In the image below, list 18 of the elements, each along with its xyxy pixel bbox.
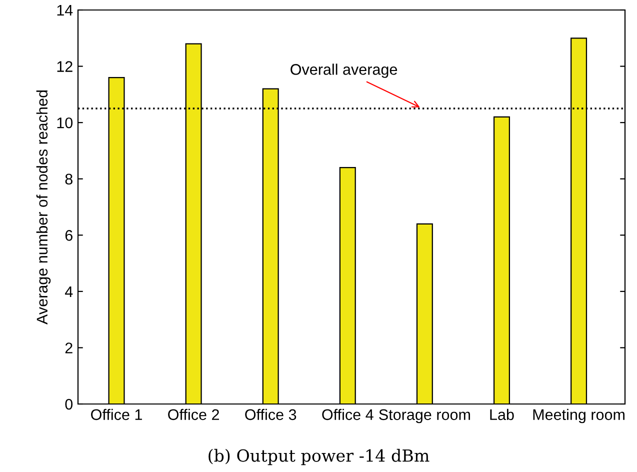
x-tick-label: Office 2 [168, 408, 219, 420]
x-tick-label: Storage room [379, 409, 470, 424]
x-tick-label: Meeting room [533, 408, 624, 424]
y-tick-label: 12 [57, 61, 72, 72]
annotation: Overall average [290, 64, 398, 78]
x-tick-label: Office 4 [322, 408, 374, 420]
y-tick-label: 10 [57, 117, 73, 128]
y-tick-label: 8 [65, 174, 72, 185]
y-tick-label: 6 [65, 230, 72, 241]
x-tick-label: Office 3 [245, 408, 296, 420]
y-tick-label: 0 [65, 398, 73, 410]
text: (b) Output power -14 dBm [208, 448, 430, 466]
y-tick-label: 14 [57, 5, 73, 16]
y-tick-label: 2 [65, 342, 72, 354]
x-tick-label: Lab [490, 408, 514, 420]
y-tick-label: 4 [64, 286, 73, 297]
x-tick-label: Office 1 [91, 408, 142, 420]
y-axis-title: Average number of nodes reached [36, 90, 51, 324]
